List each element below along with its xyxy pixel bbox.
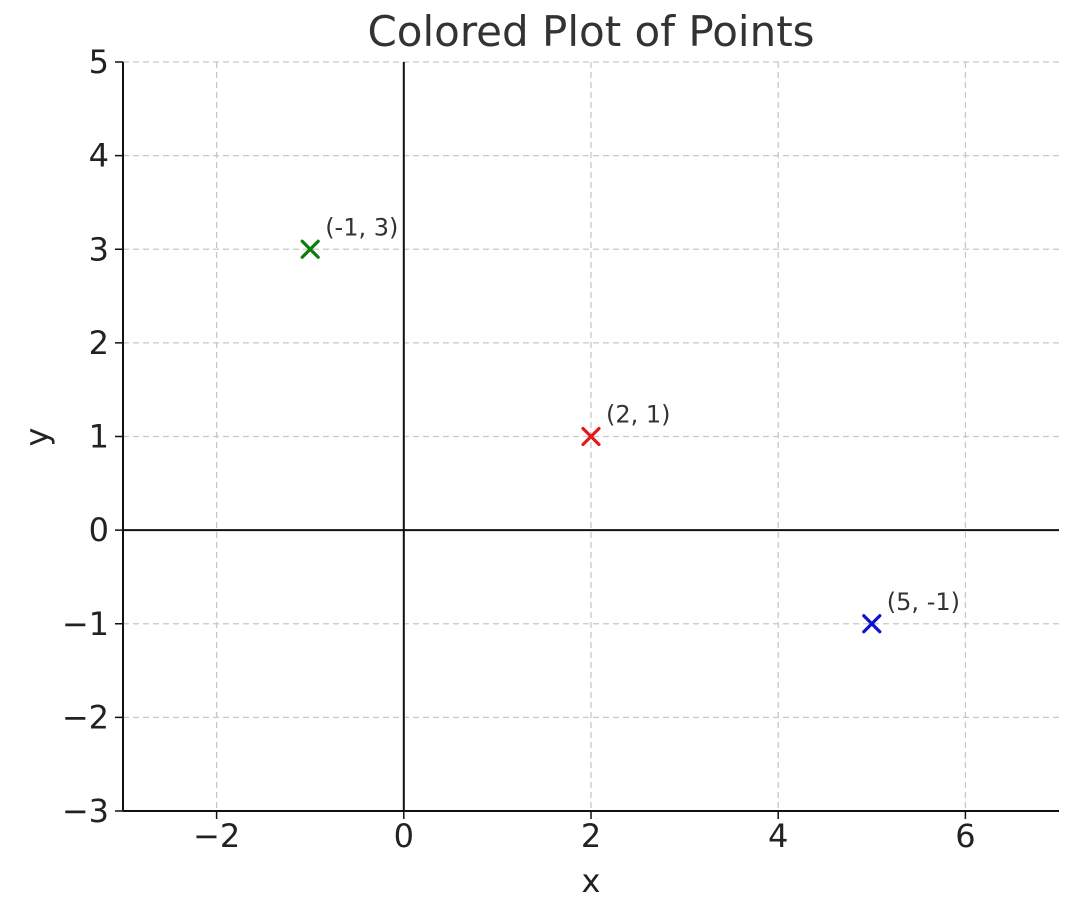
data-point-label: (2, 1) [606,401,671,429]
points-layer: (2, 1) (-1, 3) (5, -1) [300,213,960,634]
y-tick-label: 2 [89,324,109,362]
y-tick-label: 4 [89,137,109,175]
data-point-label: (-1, 3) [325,213,398,241]
data-point-marker [581,426,601,447]
x-tick-label: −2 [193,817,240,855]
x-tick-label: 6 [955,817,975,855]
data-point-marker [300,239,320,259]
chart-title: Colored Plot of Points [367,7,814,56]
y-tick-label: −1 [62,605,109,643]
y-axis-label: y [18,428,56,447]
data-point-label: (5, -1) [887,588,960,616]
x-tick-label: 0 [394,817,414,855]
y-tick-label: 0 [89,511,109,549]
tick-layer: −2 0 2 4 6 −3 −2 −1 0 1 2 3 4 5 [62,43,976,855]
data-point-marker [862,614,882,634]
y-tick-label: 1 [89,418,109,456]
y-tick-label: −3 [62,792,109,830]
x-tick-label: 2 [581,817,601,855]
y-tick-label: 3 [89,230,109,268]
x-axis-label: x [582,862,601,900]
x-tick-label: 4 [768,817,788,855]
y-tick-label: −2 [62,698,109,736]
zero-axes-layer [123,62,1059,811]
y-tick-label: 5 [89,43,109,81]
